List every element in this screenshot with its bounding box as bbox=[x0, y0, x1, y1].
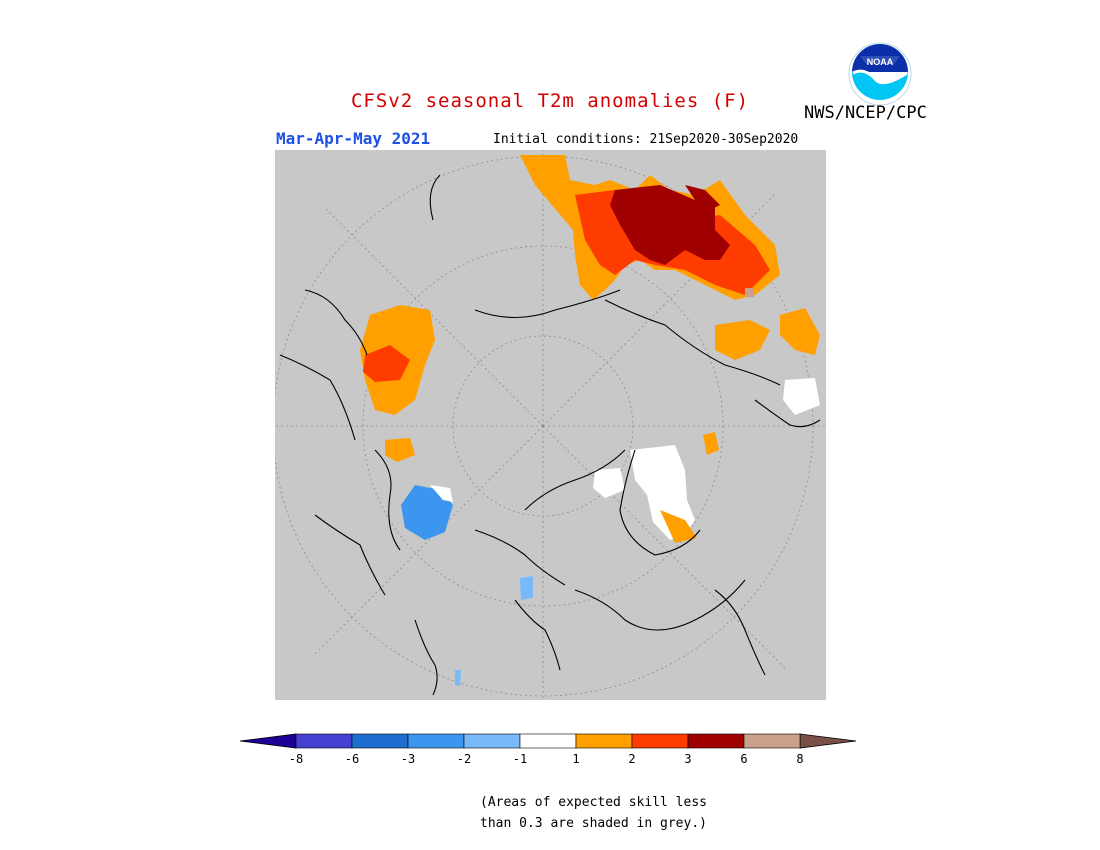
colorbar-tick-label: 1 bbox=[572, 752, 579, 766]
skill-note-line1: (Areas of expected skill less bbox=[480, 795, 707, 810]
colorbar-segment bbox=[519, 733, 577, 749]
colorbar-tick-label: -8 bbox=[289, 752, 303, 766]
colorbar-tick-label: -6 bbox=[345, 752, 359, 766]
initial-conditions-label: Initial conditions: 21Sep2020-30Sep2020 bbox=[493, 132, 799, 147]
warm-anomaly-central-asia bbox=[360, 305, 435, 462]
colorbar-segment bbox=[351, 733, 409, 749]
colorbar-tick-label: 2 bbox=[628, 752, 635, 766]
colorbar-segment bbox=[687, 733, 745, 749]
colorbar-segment bbox=[295, 733, 353, 749]
coastlines bbox=[279, 174, 821, 696]
noaa-logo-icon: NOAA bbox=[848, 42, 912, 106]
colorbar-segment bbox=[575, 733, 633, 749]
agency-label: NWS/NCEP/CPC bbox=[804, 103, 927, 123]
skill-note-line2: than 0.3 are shaded in grey.) bbox=[480, 816, 707, 831]
svg-text:NOAA: NOAA bbox=[867, 57, 894, 67]
colorbar-tick-label: -3 bbox=[401, 752, 415, 766]
colorbar-segment bbox=[631, 733, 689, 749]
colorbar-segment bbox=[463, 733, 521, 749]
skill-note: (Areas of expected skill less than 0.3 a… bbox=[480, 792, 707, 834]
colorbar-tick-label: 8 bbox=[796, 752, 803, 766]
colorbar-tick-label: -1 bbox=[513, 752, 527, 766]
page-title: CFSv2 seasonal T2m anomalies (F) bbox=[350, 90, 750, 112]
colorbar-tick-label: 6 bbox=[740, 752, 747, 766]
colorbar-over-arrow bbox=[799, 733, 857, 749]
cold-anomaly-west-canada bbox=[401, 485, 533, 686]
colorbar-tick-label: 3 bbox=[684, 752, 691, 766]
greenland-near-normal bbox=[593, 378, 820, 543]
colorbar-tick-label: -2 bbox=[457, 752, 471, 766]
warm-anomaly-canada-east bbox=[703, 308, 820, 455]
colorbar-segment bbox=[743, 733, 801, 749]
polar-map bbox=[275, 150, 826, 700]
colorbar: -8 -6 -3 -2 -1 1 2 3 6 8 bbox=[239, 733, 857, 766]
colorbar-under-arrow bbox=[239, 733, 297, 749]
season-label: Mar-Apr-May 2021 bbox=[276, 129, 431, 148]
warm-anomaly-siberia bbox=[520, 155, 780, 300]
colorbar-segment bbox=[407, 733, 465, 749]
